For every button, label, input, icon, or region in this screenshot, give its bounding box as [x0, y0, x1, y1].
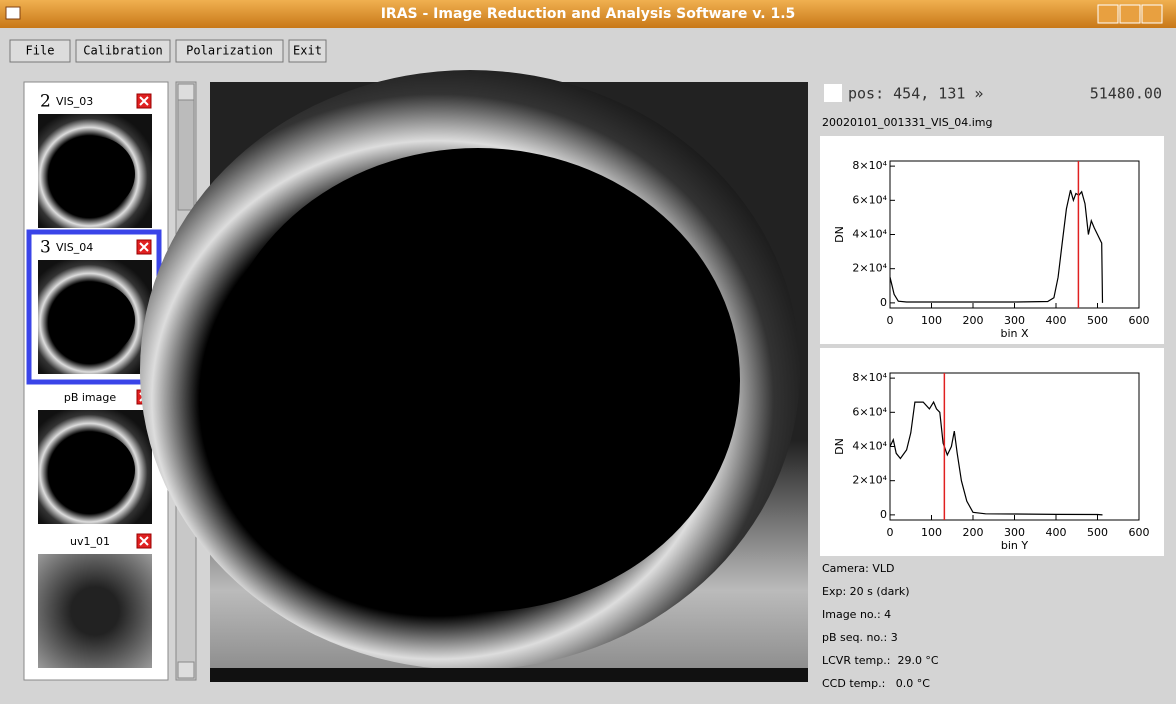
thumbnail-number: 3 — [40, 238, 51, 258]
info-line: Camera: VLD — [822, 562, 895, 575]
thumbnail-number: 2 — [40, 92, 51, 112]
menu-label: Exit — [293, 44, 322, 58]
x-tick-label: 500 — [1087, 526, 1108, 539]
thumbnails: 2 VIS_03 3 VIS_04 pB image uv1_01 — [29, 92, 159, 669]
menu-bar: File Calibration Polarization Exit — [10, 40, 326, 62]
pixel-value: 51480.00 — [1090, 85, 1162, 103]
thumbnail-occulter — [51, 432, 135, 508]
x-axis-label: bin Y — [1001, 539, 1029, 552]
x-tick-label: 400 — [1046, 314, 1067, 327]
image-occulter — [216, 148, 740, 612]
thumbnail-name: pB image — [64, 391, 117, 404]
minimize-button[interactable] — [1098, 5, 1118, 23]
info-line: LCVR temp.: 29.0 °C — [822, 654, 939, 667]
x-tick-label: 200 — [963, 526, 984, 539]
info-line: Image no.: 4 — [822, 608, 891, 621]
y-tick-label: 6×10⁴ — [852, 405, 887, 418]
x-tick-label: 100 — [921, 314, 942, 327]
thumbnail-image — [38, 554, 152, 668]
main-image[interactable] — [140, 70, 808, 682]
x-tick-label: 300 — [1004, 314, 1025, 327]
page: {"window": {"title": "IRAS - Image Reduc… — [0, 0, 1176, 704]
color-swatch — [824, 84, 842, 102]
scroll-up[interactable] — [178, 84, 194, 100]
y-tick-label: 6×10⁴ — [852, 193, 887, 206]
cursor-position: pos: 454, 131 » — [848, 85, 983, 103]
thumbnail-occulter — [51, 136, 135, 212]
y-tick-label: 2×10⁴ — [852, 262, 887, 275]
x-tick-label: 600 — [1129, 526, 1150, 539]
profile-plot: 0 100 200 300 400 500 600 0 2×10⁴ 4×10⁴ 6×10⁴ 8×10⁴… — [820, 348, 1164, 556]
thumbnail[interactable]: uv1_01 — [38, 534, 152, 668]
info-line: CCD temp.: 0.0 °C — [822, 677, 930, 690]
x-axis-label: bin X — [1000, 327, 1029, 340]
info-line: pB seq. no.: 3 — [822, 631, 898, 644]
window-controls — [1098, 5, 1162, 23]
profile-plot: 0 100 200 300 400 500 600 0 2×10⁴ 4×10⁴ 6×10⁴ 8×10⁴… — [820, 136, 1164, 344]
thumbnail[interactable]: pB image — [38, 390, 152, 524]
thumbnail-name: VIS_04 — [56, 241, 93, 254]
x-tick-label: 600 — [1129, 314, 1150, 327]
thumbnail-name: uv1_01 — [70, 535, 110, 548]
y-axis-label: DN — [833, 226, 846, 243]
menu-label: File — [26, 44, 55, 58]
y-tick-label: 4×10⁴ — [852, 440, 887, 453]
y-tick-label: 8×10⁴ — [852, 371, 887, 384]
maximize-button[interactable] — [1120, 5, 1140, 23]
scroll-down[interactable] — [178, 662, 194, 678]
screen: IRAS - Image Reduction and Analysis Soft… — [0, 0, 1176, 704]
y-tick-label: 2×10⁴ — [852, 474, 887, 487]
thumbnail-occulter — [51, 282, 135, 358]
x-tick-label: 100 — [921, 526, 942, 539]
close-button[interactable] — [1142, 5, 1162, 23]
y-tick-label: 4×10⁴ — [852, 228, 887, 241]
x-tick-label: 0 — [887, 314, 894, 327]
y-axis-label: DN — [833, 438, 846, 455]
y-tick-label: 8×10⁴ — [852, 159, 887, 172]
body: IRAS - Image Reduction and Analysis Soft… — [0, 0, 1176, 704]
x-tick-label: 400 — [1046, 526, 1067, 539]
y-tick-label: 0 — [880, 508, 887, 521]
window-title: IRAS - Image Reduction and Analysis Soft… — [381, 6, 796, 22]
menu-label: Polarization — [186, 44, 273, 58]
x-tick-label: 300 — [1004, 526, 1025, 539]
y-tick-label: 0 — [880, 296, 887, 309]
window-icon[interactable] — [6, 7, 20, 19]
menu-label: Calibration — [83, 44, 162, 58]
info-line: Exp: 20 s (dark) — [822, 585, 910, 598]
x-tick-label: 200 — [963, 314, 984, 327]
x-tick-label: 0 — [887, 526, 894, 539]
scroll-thumb[interactable] — [178, 100, 194, 210]
filename: 20020101_001331_VIS_04.img — [822, 116, 992, 129]
image-edge — [210, 668, 808, 682]
x-tick-label: 500 — [1087, 314, 1108, 327]
thumbnail-name: VIS_03 — [56, 95, 93, 108]
